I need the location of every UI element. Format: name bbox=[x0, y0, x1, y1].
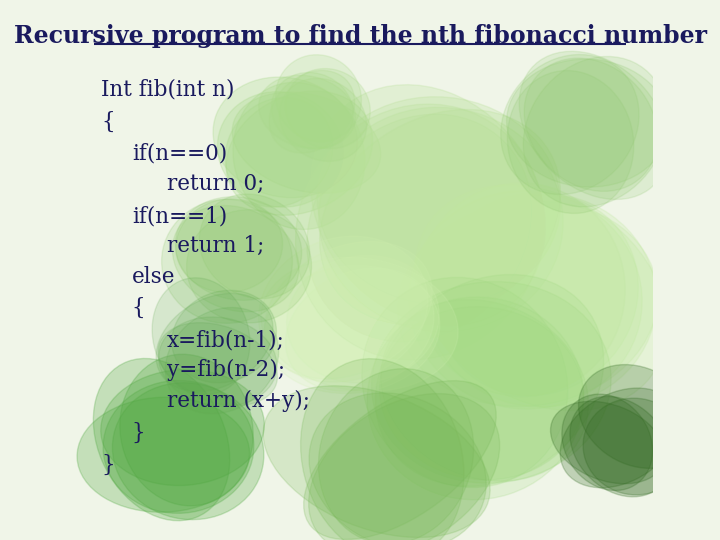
Ellipse shape bbox=[304, 381, 496, 539]
Ellipse shape bbox=[264, 386, 490, 537]
Text: Recursive program to find the nth fibonacci number: Recursive program to find the nth fibona… bbox=[14, 24, 706, 48]
Ellipse shape bbox=[375, 274, 603, 487]
Ellipse shape bbox=[101, 369, 264, 485]
Ellipse shape bbox=[309, 394, 500, 540]
Ellipse shape bbox=[112, 383, 264, 519]
Ellipse shape bbox=[162, 199, 292, 323]
Ellipse shape bbox=[286, 268, 434, 391]
Ellipse shape bbox=[519, 51, 668, 199]
Text: }: } bbox=[102, 454, 115, 475]
Ellipse shape bbox=[94, 359, 230, 521]
Ellipse shape bbox=[264, 266, 440, 394]
Ellipse shape bbox=[158, 322, 277, 406]
Ellipse shape bbox=[269, 70, 355, 153]
Text: Int fib(int n): Int fib(int n) bbox=[102, 78, 235, 100]
Ellipse shape bbox=[152, 278, 250, 395]
Ellipse shape bbox=[320, 110, 560, 325]
Ellipse shape bbox=[226, 91, 373, 215]
Ellipse shape bbox=[426, 193, 657, 407]
Ellipse shape bbox=[415, 185, 667, 411]
Ellipse shape bbox=[436, 194, 639, 396]
Ellipse shape bbox=[295, 104, 544, 360]
Text: if(n==0): if(n==0) bbox=[132, 143, 227, 165]
Ellipse shape bbox=[508, 71, 634, 213]
Ellipse shape bbox=[311, 85, 545, 326]
Ellipse shape bbox=[225, 98, 333, 207]
Ellipse shape bbox=[523, 57, 667, 207]
Ellipse shape bbox=[172, 206, 299, 312]
Ellipse shape bbox=[276, 55, 361, 141]
Ellipse shape bbox=[583, 398, 687, 495]
Ellipse shape bbox=[309, 393, 486, 540]
Ellipse shape bbox=[500, 55, 639, 194]
Text: }: } bbox=[132, 422, 145, 444]
Ellipse shape bbox=[560, 388, 679, 488]
Ellipse shape bbox=[156, 293, 273, 392]
Ellipse shape bbox=[186, 210, 312, 323]
Ellipse shape bbox=[524, 58, 657, 191]
Ellipse shape bbox=[507, 59, 669, 187]
Ellipse shape bbox=[175, 197, 302, 300]
Ellipse shape bbox=[381, 300, 588, 481]
Text: {: { bbox=[132, 297, 145, 319]
Ellipse shape bbox=[233, 92, 381, 193]
Ellipse shape bbox=[362, 278, 568, 488]
Text: {: { bbox=[102, 111, 115, 132]
Ellipse shape bbox=[258, 236, 428, 382]
Ellipse shape bbox=[217, 92, 343, 207]
Ellipse shape bbox=[258, 75, 356, 148]
Ellipse shape bbox=[176, 199, 283, 293]
Ellipse shape bbox=[213, 77, 357, 198]
Ellipse shape bbox=[409, 191, 642, 409]
Ellipse shape bbox=[367, 297, 584, 500]
Ellipse shape bbox=[265, 241, 432, 379]
Text: return (x+y);: return (x+y); bbox=[167, 390, 310, 411]
Ellipse shape bbox=[562, 394, 652, 490]
Ellipse shape bbox=[261, 257, 458, 392]
Text: x=fib(n-1);: x=fib(n-1); bbox=[167, 329, 284, 351]
Ellipse shape bbox=[279, 78, 366, 161]
Ellipse shape bbox=[578, 364, 696, 468]
Ellipse shape bbox=[307, 114, 532, 342]
Ellipse shape bbox=[120, 354, 253, 506]
Ellipse shape bbox=[103, 381, 254, 514]
Ellipse shape bbox=[158, 317, 277, 406]
Ellipse shape bbox=[199, 194, 310, 299]
Ellipse shape bbox=[77, 397, 250, 512]
Ellipse shape bbox=[318, 369, 474, 540]
Ellipse shape bbox=[285, 69, 370, 148]
Ellipse shape bbox=[317, 97, 560, 305]
Ellipse shape bbox=[287, 255, 439, 383]
Ellipse shape bbox=[319, 107, 563, 332]
Ellipse shape bbox=[301, 359, 464, 540]
Ellipse shape bbox=[233, 83, 365, 230]
Text: return 1;: return 1; bbox=[167, 235, 264, 256]
Text: y=fib(n-2);: y=fib(n-2); bbox=[167, 359, 285, 381]
Ellipse shape bbox=[372, 281, 611, 483]
Text: return 0;: return 0; bbox=[167, 173, 264, 194]
Ellipse shape bbox=[570, 396, 671, 497]
Ellipse shape bbox=[166, 307, 279, 414]
Ellipse shape bbox=[172, 291, 276, 383]
Text: if(n==1): if(n==1) bbox=[132, 205, 227, 227]
Text: else: else bbox=[132, 266, 176, 288]
Ellipse shape bbox=[397, 201, 658, 407]
Ellipse shape bbox=[551, 401, 665, 484]
Ellipse shape bbox=[417, 183, 625, 396]
Ellipse shape bbox=[379, 307, 584, 480]
Ellipse shape bbox=[271, 72, 354, 149]
